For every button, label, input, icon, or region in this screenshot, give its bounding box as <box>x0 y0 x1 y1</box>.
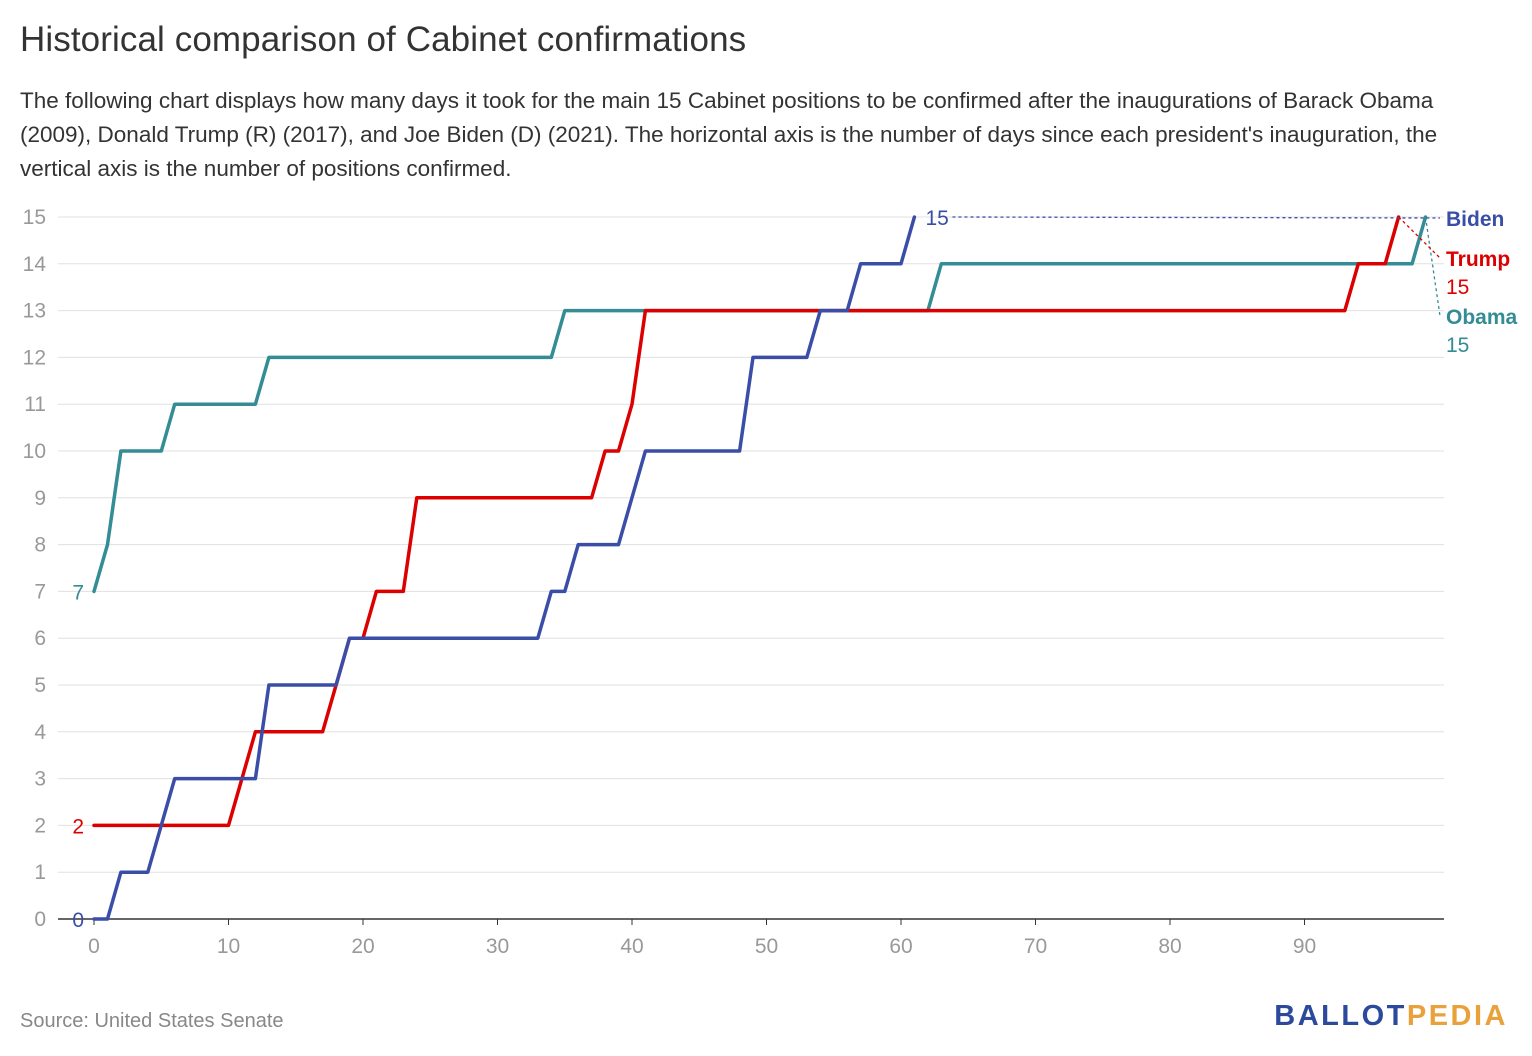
y-tick-label-4: 4 <box>34 721 46 744</box>
y-tick-label-3: 3 <box>34 768 46 791</box>
y-tick-label-10: 10 <box>23 440 46 463</box>
series-line-trump <box>92 215 1401 828</box>
y-tick-label-13: 13 <box>23 300 46 323</box>
chart-subtitle: The following chart displays how many da… <box>20 88 1438 181</box>
chart-title: Historical comparison of Cabinet confirm… <box>20 20 747 59</box>
grid-lines <box>58 216 1444 920</box>
series-labels: 7 2 0 Obama 15 Trump 15 Biden 15 <box>72 207 1517 932</box>
x-tick-label-20: 20 <box>351 935 374 958</box>
leader-line-obama <box>1424 216 1441 317</box>
start-label-biden: 0 <box>72 909 84 932</box>
x-tick-label-60: 60 <box>889 935 912 958</box>
logo-part-2: PEDIA <box>1406 1000 1508 1032</box>
x-tick-label-30: 30 <box>486 935 509 958</box>
series-lines <box>92 215 1428 921</box>
end-label-trump: 15 <box>1446 276 1469 299</box>
y-tick-label-1: 1 <box>34 861 46 884</box>
leader-line-trump <box>1398 216 1441 259</box>
x-tick-label-10: 10 <box>217 935 240 958</box>
y-tick-label-14: 14 <box>23 253 47 276</box>
y-tick-label-8: 8 <box>34 534 46 557</box>
y-tick-label-0: 0 <box>34 908 46 931</box>
x-tick-label-0: 0 <box>88 935 100 958</box>
y-tick-label-6: 6 <box>34 627 46 650</box>
start-label-obama: 7 <box>72 581 84 604</box>
x-axis-ticks: 0 10 20 30 40 50 60 70 80 90 <box>88 919 1316 958</box>
x-tick-label-40: 40 <box>620 935 643 958</box>
source-note: Source: United States Senate <box>20 1010 284 1032</box>
y-tick-label-7: 7 <box>34 580 46 603</box>
y-tick-label-12: 12 <box>23 346 46 369</box>
y-tick-label-15: 15 <box>23 206 46 229</box>
x-tick-label-90: 90 <box>1293 935 1316 958</box>
x-tick-label-50: 50 <box>755 935 778 958</box>
y-tick-label-5: 5 <box>34 674 46 697</box>
series-name-trump: Trump <box>1446 248 1510 271</box>
y-tick-label-11: 11 <box>24 393 46 416</box>
x-tick-label-70: 70 <box>1024 935 1047 958</box>
x-tick-label-80: 80 <box>1158 935 1181 958</box>
ballotpedia-logo: BALLOTPEDIA <box>1274 1000 1508 1033</box>
end-label-biden: 15 <box>925 207 948 230</box>
series-name-obama: Obama <box>1446 306 1518 329</box>
end-label-obama: 15 <box>1446 334 1469 357</box>
y-tick-label-9: 9 <box>34 487 46 510</box>
start-label-trump: 2 <box>72 815 84 838</box>
y-tick-label-2: 2 <box>34 814 46 837</box>
series-name-biden: Biden <box>1446 208 1504 231</box>
logo-part-1: BALLOT <box>1274 1000 1407 1032</box>
series-line-obama <box>92 215 1428 594</box>
series-line-biden <box>92 215 917 921</box>
